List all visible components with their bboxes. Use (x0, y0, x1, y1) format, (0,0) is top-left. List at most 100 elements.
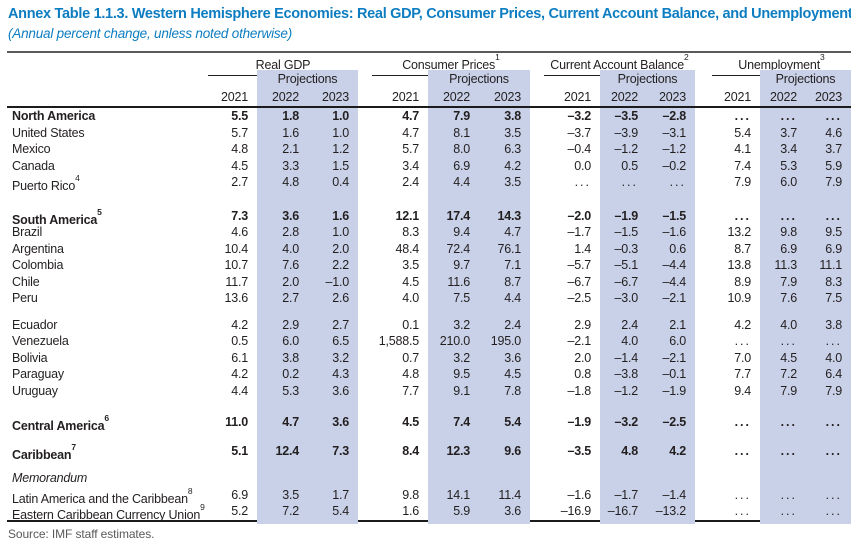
data-cell: –4.4 (647, 273, 695, 290)
data-cell: 2.7 (257, 290, 308, 307)
data-cell: 3.5 (479, 124, 530, 141)
data-cell: 4.4 (479, 290, 530, 307)
data-cell: 14.1 (428, 486, 479, 508)
row-label: Colombia (12, 258, 64, 272)
data-cell: 3.6 (257, 207, 308, 229)
data-cell: 3.2 (428, 316, 479, 333)
projection-band (257, 430, 358, 443)
data-cell: ... (806, 503, 851, 524)
data-cell: 8.0 (428, 141, 479, 158)
row-label: Mexico (12, 142, 51, 156)
data-cell: 11.0 (225, 415, 248, 429)
data-cell: 3.8 (257, 349, 308, 366)
projection-band (428, 306, 530, 317)
data-cell: 4.8 (402, 367, 419, 381)
data-cell: ... (574, 175, 591, 189)
data-cell: ... (760, 503, 806, 524)
data-cell: 8.7 (734, 241, 751, 256)
data-cell: 7.9 (760, 382, 806, 399)
data-cell (208, 470, 257, 487)
data-cell: –1.7 (600, 486, 647, 508)
data-cell: ... (734, 109, 751, 123)
data-cell: 3.7 (806, 141, 851, 158)
data-cell: 5.1 (231, 443, 248, 458)
table-title: Annex Table 1.1.3. Western Hemisphere Ec… (8, 6, 851, 22)
data-cell: ... (734, 443, 751, 458)
data-cell: 0.0 (574, 158, 591, 173)
data-cell: 5.9 (806, 157, 851, 174)
row-label: Canada (12, 158, 55, 173)
data-cell: ... (647, 174, 695, 195)
data-cell: 1.8 (257, 108, 308, 125)
data-cell: ... (734, 208, 751, 223)
year-header: 2023 (647, 88, 695, 106)
data-cell: 6.9 (428, 157, 479, 174)
data-cell: 17.4 (428, 207, 479, 229)
projections-label: Projections (257, 70, 358, 89)
data-cell: 1.4 (574, 241, 591, 256)
data-cell: –0.2 (647, 157, 695, 174)
row-label: United States (12, 125, 85, 140)
data-cell: 4.0 (600, 333, 647, 350)
footnote-marker: 4 (75, 173, 80, 183)
table-row: Memorandum (7, 470, 851, 487)
footnote-marker: 1 (495, 52, 500, 62)
spacer-row (7, 459, 851, 470)
header-projections-row: Projections Projections Projections Project… (7, 70, 851, 89)
year-header: 2021 (220, 90, 248, 104)
data-cell: 13.2 (727, 225, 751, 239)
data-cell: ... (734, 334, 751, 348)
data-cell: –1.9 (600, 207, 647, 229)
data-cell: 2.4 (600, 316, 647, 333)
table-row: Central America6 11.0 4.7 3.6 4.5 7.4 5.4 –1.9–… (7, 413, 851, 435)
data-cell: 1.0 (308, 124, 358, 141)
row-label: Venezuela (12, 334, 69, 348)
data-cell: –1.7 (567, 225, 591, 239)
data-cell: ... (734, 487, 751, 502)
projection-band (600, 430, 695, 443)
data-cell: 76.1 (479, 240, 530, 257)
data-cell: 2.4 (402, 175, 419, 189)
data-cell: ... (806, 333, 851, 350)
data-cell: 3.6 (308, 382, 358, 399)
data-cell: 13.8 (727, 258, 751, 272)
data-cell: –5.1 (600, 257, 647, 274)
data-cell: 3.2 (428, 349, 479, 366)
data-cell: 7.5 (428, 290, 479, 307)
projection-band (257, 306, 358, 317)
data-cell: 2.8 (257, 224, 308, 241)
data-cell: ... (760, 333, 806, 350)
row-label: Brazil (12, 225, 43, 239)
data-cell: 6.5 (308, 333, 358, 350)
table-row: South America5 7.3 3.6 1.6 12.1 17.4 14.3 –2.0–… (7, 207, 851, 229)
data-cell: ... (760, 108, 806, 125)
data-cell: ... (600, 174, 647, 195)
data-cell: 8.7 (479, 273, 530, 290)
data-cell: 0.5 (600, 157, 647, 174)
data-cell: ... (734, 504, 751, 518)
data-cell: –2.1 (647, 349, 695, 366)
data-cell: 2.1 (647, 316, 695, 333)
data-cell: 3.6 (479, 349, 530, 366)
spacer-row (7, 399, 851, 414)
data-cell: –1.9 (567, 415, 591, 429)
data-cell: –1.6 (647, 224, 695, 241)
data-cell: 2.7 (231, 175, 248, 189)
data-cell: 2.4 (479, 316, 530, 333)
data-cell: –1.8 (567, 383, 591, 398)
header-years-row: 2021 2022 2023 2021 2022 2023 2021 2022 2023 2021… (7, 88, 851, 106)
row-label: Bolivia (12, 350, 48, 365)
data-cell (257, 470, 308, 487)
data-cell: 0.7 (402, 350, 419, 365)
data-cell: 7.9 (806, 174, 851, 195)
data-cell: 0.5 (231, 334, 248, 348)
data-cell (600, 470, 647, 487)
footnote-marker: 9 (200, 502, 205, 512)
data-cell: –0.3 (600, 240, 647, 257)
data-cell: –3.1 (647, 124, 695, 141)
data-cell: 12.4 (257, 442, 308, 464)
data-cell: 4.5 (479, 366, 530, 383)
data-cell: 0.6 (647, 240, 695, 257)
data-cell: –1.5 (647, 207, 695, 229)
